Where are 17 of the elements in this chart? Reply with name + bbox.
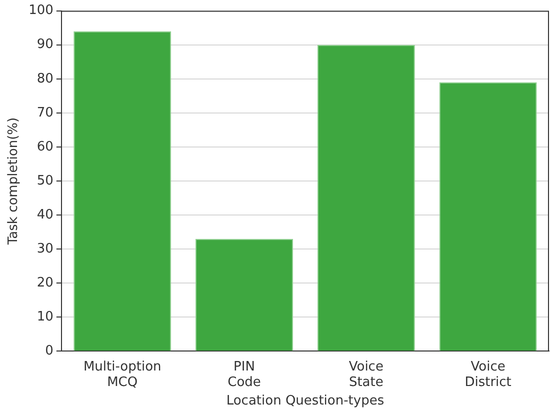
- y-tick-label: 30: [36, 241, 54, 256]
- y-axis-title: Task completion(%): [6, 117, 22, 246]
- y-tick-label: 20: [36, 275, 54, 290]
- x-tick-label: Voice State: [348, 359, 384, 390]
- y-tick-label: 40: [36, 207, 54, 222]
- x-tick-label: PIN Code: [228, 359, 261, 390]
- y-tick-label: 90: [36, 37, 54, 52]
- x-tick-label: Voice District: [464, 359, 512, 390]
- y-tick-label: 100: [28, 3, 54, 18]
- y-tick-label: 70: [36, 105, 54, 120]
- x-axis-title: Location Question-types: [226, 394, 384, 409]
- y-tick-label: 50: [36, 173, 54, 188]
- x-tick-label: Multi-option MCQ: [83, 359, 162, 390]
- y-tick-label: 0: [45, 344, 54, 359]
- y-tick-label: 60: [36, 139, 54, 154]
- y-tick-label: 10: [36, 310, 54, 325]
- y-tick-label: 80: [36, 71, 54, 86]
